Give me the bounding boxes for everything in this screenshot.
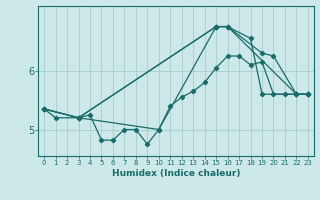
X-axis label: Humidex (Indice chaleur): Humidex (Indice chaleur) <box>112 169 240 178</box>
